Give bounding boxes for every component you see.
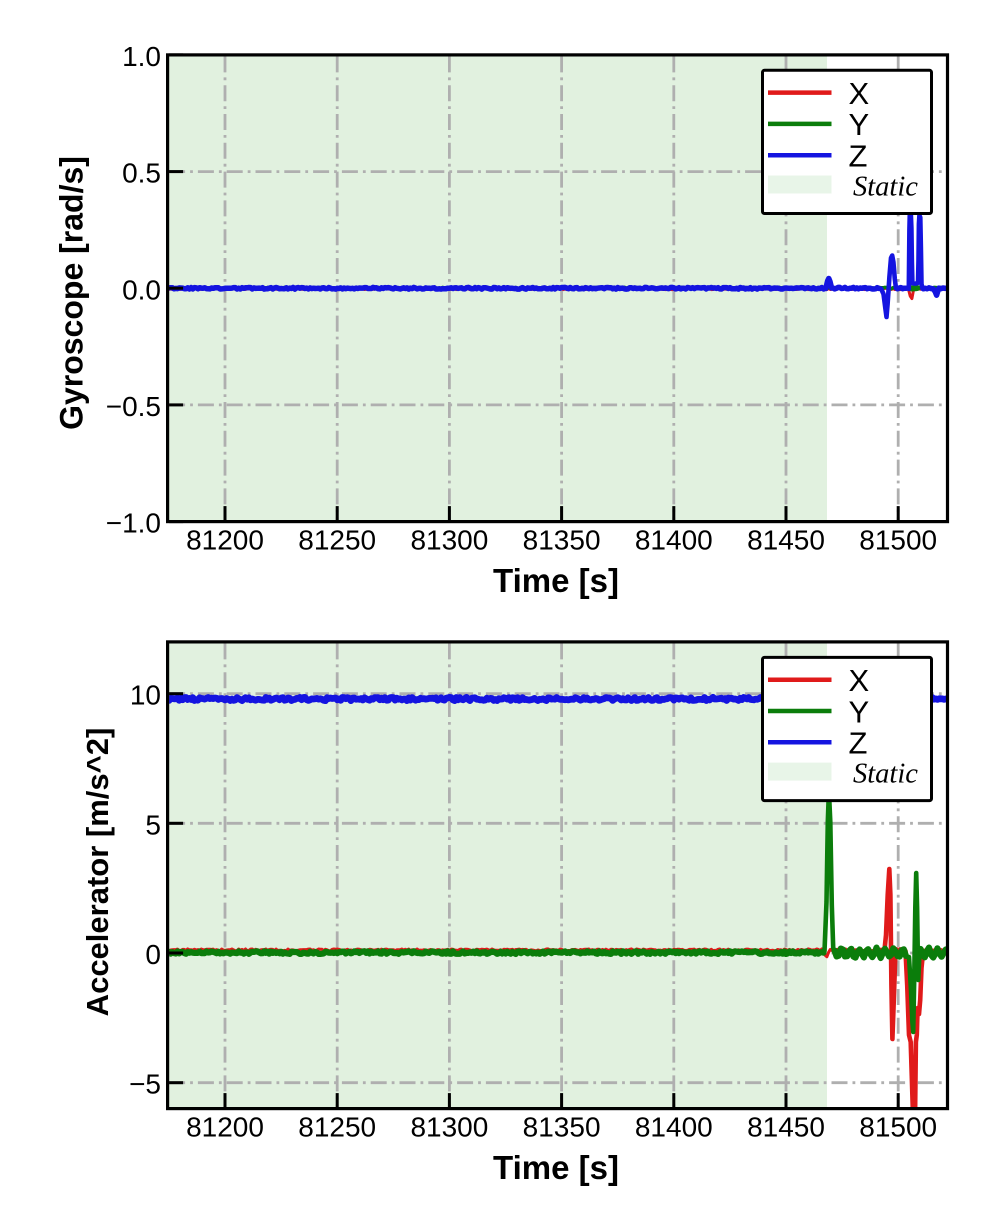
svg-text:81300: 81300 <box>410 525 488 556</box>
svg-text:81350: 81350 <box>523 525 601 556</box>
svg-text:Accelerator [m/s^2]: Accelerator [m/s^2] <box>80 728 115 1017</box>
svg-text:X: X <box>849 76 870 111</box>
svg-text:81200: 81200 <box>186 1112 264 1143</box>
svg-text:Y: Y <box>849 694 870 729</box>
svg-text:Z: Z <box>849 139 868 174</box>
svg-text:81250: 81250 <box>298 525 376 556</box>
svg-text:Z: Z <box>849 726 868 761</box>
svg-text:81300: 81300 <box>410 1112 488 1143</box>
svg-text:81450: 81450 <box>747 1112 825 1143</box>
svg-text:10: 10 <box>130 680 161 711</box>
svg-text:81400: 81400 <box>635 1112 713 1143</box>
svg-text:−5: −5 <box>129 1069 161 1100</box>
svg-text:81450: 81450 <box>747 525 825 556</box>
svg-text:81500: 81500 <box>859 1112 937 1143</box>
svg-text:81350: 81350 <box>523 1112 601 1143</box>
svg-text:81400: 81400 <box>635 525 713 556</box>
svg-text:0.5: 0.5 <box>122 158 161 189</box>
svg-text:81500: 81500 <box>859 525 937 556</box>
svg-text:81250: 81250 <box>298 1112 376 1143</box>
svg-text:−1.0: −1.0 <box>106 508 161 539</box>
svg-text:81200: 81200 <box>186 525 264 556</box>
svg-text:Y: Y <box>849 107 870 142</box>
svg-text:−0.5: −0.5 <box>106 391 161 422</box>
svg-text:0: 0 <box>145 939 161 970</box>
svg-text:Time [s]: Time [s] <box>493 562 619 599</box>
svg-text:1.0: 1.0 <box>122 41 161 72</box>
svg-text:Static: Static <box>853 172 918 203</box>
svg-text:Time [s]: Time [s] <box>493 1149 619 1186</box>
svg-text:X: X <box>849 663 870 698</box>
svg-text:Gyroscope [rad/s]: Gyroscope [rad/s] <box>54 156 90 430</box>
svg-text:Static: Static <box>853 759 918 790</box>
svg-text:0.0: 0.0 <box>122 274 161 305</box>
svg-text:5: 5 <box>145 809 161 840</box>
